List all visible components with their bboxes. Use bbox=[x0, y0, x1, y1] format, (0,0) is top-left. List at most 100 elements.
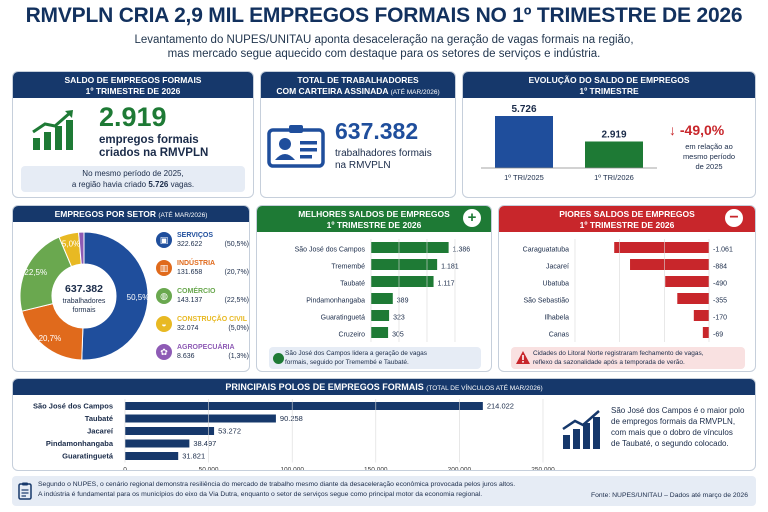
polos-tick-label: 50.000 bbox=[199, 467, 219, 472]
total-title-2-main: COM CARTEIRA ASSINADA bbox=[276, 85, 389, 96]
change-desc-line: em relação ao bbox=[685, 142, 733, 151]
pie-center-label: formais bbox=[73, 307, 96, 314]
piores-category-label: Canas bbox=[549, 332, 570, 339]
polos-chart: São José dos Campos 214.022 Taubaté 90.258 J… bbox=[33, 399, 555, 472]
piores-value-label: -355 bbox=[713, 298, 727, 305]
legend-value: 322.622 bbox=[177, 241, 203, 248]
footer-line: Segundo o NUPES, o cenário regional demo… bbox=[38, 481, 516, 488]
legend-item-value: 32.074 (5,0%) bbox=[177, 324, 249, 333]
setor-card-header: EMPREGOS POR SETOR (ATÉ MAR/2026) bbox=[13, 206, 249, 222]
legend-value: 131.658 bbox=[177, 269, 203, 276]
saldo-card: SALDO DE EMPREGOS FORMAIS 1º TRIMESTRE D… bbox=[12, 71, 254, 198]
evolucao-chart: 5.726 1º TRI/2025 2.919 1º TRI/2026 bbox=[481, 104, 657, 182]
setor-title-small: (ATÉ MAR/2026) bbox=[158, 212, 208, 219]
legend-item-value: 143.137 (22,5%) bbox=[177, 296, 249, 305]
piores-value-label: -170 bbox=[713, 315, 727, 322]
change-desc: em relação ao mesmo período de 2025 bbox=[669, 142, 749, 172]
piores-note-line: Cidades do Litoral Norte registraram fec… bbox=[533, 350, 704, 357]
footer-source: Fonte: NUPES/UNITAU – Dados até março de… bbox=[590, 492, 748, 499]
melhores-subtitle: 1º TRIMESTRE DE 2026 bbox=[326, 219, 422, 230]
clipboard-icon bbox=[18, 482, 32, 500]
piores-card: PIORES SALDOS DE EMPREGOS 1º TRIMESTRE D… bbox=[498, 205, 756, 372]
polos-note: São José dos Campos é o maior polo de em… bbox=[611, 405, 751, 449]
melhores-card: MELHORES SALDOS DE EMPREGOS 1º TRIMESTRE… bbox=[256, 205, 492, 372]
melhores-bar bbox=[371, 242, 449, 253]
evolucao-category-label: 1º TRI/2026 bbox=[594, 173, 634, 182]
legend-value: 8.636 bbox=[177, 353, 195, 360]
polos-category-label: Pindamonhangaba bbox=[46, 439, 114, 448]
melhores-card-header: MELHORES SALDOS DE EMPREGOS 1º TRIMESTRE… bbox=[257, 206, 491, 232]
legend-item-value: 322.622 (50,5%) bbox=[177, 240, 249, 249]
piores-bar bbox=[614, 242, 709, 253]
piores-bar bbox=[693, 310, 709, 321]
melhores-note: São José dos Campos lidera a geração de … bbox=[269, 347, 481, 369]
melhores-value-label: 305 bbox=[392, 332, 404, 339]
piores-note-line: reflexo da sazonalidade após a temporada… bbox=[533, 359, 685, 366]
legend-pct: (50,5%) bbox=[224, 241, 249, 248]
warning-icon bbox=[516, 351, 530, 364]
saldo-desc-line: criados na RMVPLN bbox=[99, 147, 209, 159]
subtitle-line: mas mercado segue aquecido com destaque … bbox=[167, 48, 601, 60]
legend-pct: (1,3%) bbox=[228, 353, 249, 360]
melhores-category-label: Tremembé bbox=[331, 264, 365, 271]
pie-slice-label: 22,5% bbox=[24, 268, 47, 277]
piores-subtitle: 1º TRIMESTRE DE 2026 bbox=[579, 219, 675, 230]
polos-tick-label: 250.000 bbox=[531, 467, 555, 472]
briefcase-icon: ▣ bbox=[156, 232, 172, 248]
growth-chart-icon bbox=[32, 110, 73, 150]
saldo-desc-line: empregos formais bbox=[99, 134, 199, 146]
legend-pct: (22,5%) bbox=[224, 297, 249, 304]
plus-icon: + bbox=[463, 209, 481, 227]
saldo-note-value: 5.726 bbox=[148, 180, 169, 189]
evolucao-card: EVOLUÇÃO DO SALDO DE EMPREGOS 1º TRIMEST… bbox=[462, 71, 756, 198]
total-card-header: TOTAL DE TRABALHADORES COM CARTEIRA ASSI… bbox=[261, 72, 455, 98]
legend-item-name: INDÚSTRIA bbox=[177, 260, 216, 267]
melhores-bar bbox=[371, 310, 390, 321]
total-desc: trabalhadores formais na RMVPLN bbox=[335, 148, 432, 172]
evolucao-subtitle: 1º TRIMESTRE bbox=[579, 85, 639, 96]
polos-bar bbox=[125, 427, 215, 435]
legend-item-value: 8.636 (1,3%) bbox=[177, 352, 249, 361]
change-text: -49,0% bbox=[679, 122, 725, 138]
saldo-note-suffix: vagas. bbox=[168, 180, 195, 189]
polos-card-header: PRINCIPAIS POLOS DE EMPREGOS FORMAIS (TO… bbox=[13, 379, 755, 395]
melhores-bar bbox=[371, 259, 438, 270]
pie-slice-label: 5,0% bbox=[62, 240, 80, 249]
pie-center-value: 637.382 bbox=[65, 283, 103, 295]
saldo-note-prefix: a região havia criado bbox=[71, 180, 149, 189]
legend-item: INDÚSTRIA 131.658 (20,7%) bbox=[177, 259, 249, 277]
id-card-icon bbox=[267, 125, 325, 168]
legend-item: COMÉRCIO 143.137 (22,5%) bbox=[177, 287, 249, 305]
evolucao-bar-label: 2.919 bbox=[601, 129, 626, 140]
polos-note-line: de empregos formais da RMVPLN, bbox=[611, 417, 736, 426]
piores-card-header: PIORES SALDOS DE EMPREGOS 1º TRIMESTRE D… bbox=[499, 206, 755, 232]
polos-value-label: 90.258 bbox=[280, 414, 303, 423]
evolucao-bar bbox=[495, 116, 553, 168]
legend-item-name: AGROPECUÁRIA bbox=[177, 344, 235, 351]
saldo-note: No mesmo período de 2025, a região havia… bbox=[21, 166, 245, 192]
polos-value-label: 31.821 bbox=[182, 452, 205, 461]
piores-chart: Caraguatatuba -1.061 Jacareí -884 Ubatuba -49… bbox=[523, 239, 733, 342]
evolucao-category-label: 1º TRI/2025 bbox=[504, 173, 544, 182]
piores-value-label: -69 bbox=[713, 332, 723, 339]
polos-category-label: São José dos Campos bbox=[33, 402, 113, 411]
legend-item: SERVIÇOS 322.622 (50,5%) bbox=[177, 231, 249, 249]
piores-category-label: Ubatuba bbox=[543, 281, 570, 288]
pin-icon bbox=[273, 353, 284, 364]
melhores-value-label: 389 bbox=[397, 298, 409, 305]
total-title: TOTAL DE TRABALHADORES bbox=[297, 75, 419, 85]
helmet-icon: ◒ bbox=[156, 316, 172, 332]
piores-bar bbox=[677, 293, 709, 304]
change-desc-line: de 2025 bbox=[695, 162, 723, 171]
change-value: ↓ -49,0% bbox=[669, 122, 724, 138]
pie-slice-label: 20,7% bbox=[39, 334, 62, 343]
piores-category-label: Ilhabela bbox=[544, 315, 569, 322]
polos-value-label: 214.022 bbox=[487, 402, 514, 411]
polos-tick-label: 0 bbox=[123, 467, 127, 472]
legend-value: 143.137 bbox=[177, 297, 203, 304]
page-subtitle: Levantamento do NUPES/UNITAU aponta desa… bbox=[0, 33, 768, 61]
page-title: RMVPLN CRIA 2,9 MIL EMPREGOS FORMAIS NO … bbox=[25, 4, 743, 27]
setor-title: EMPREGOS POR SETOR bbox=[54, 209, 156, 219]
melhores-note-line: São José dos Campos lidera a geração de … bbox=[285, 350, 428, 357]
plant-icon: ✿ bbox=[156, 344, 172, 360]
